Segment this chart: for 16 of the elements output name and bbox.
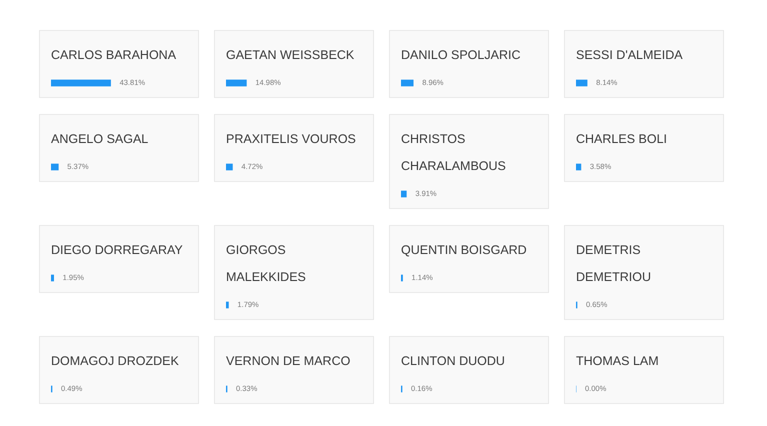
y-tick-label: CLINTON DUODU <box>401 353 506 370</box>
y-tick-label: GAETAN WEISSBECK <box>226 47 356 64</box>
y-tick-label: SESSI D'ALMEIDA <box>576 47 684 64</box>
y-tick-label: ANGELO SAGAL <box>51 131 150 148</box>
y-tick-label: VERNON DE MARCO <box>226 353 352 370</box>
y-tick-label: DOMAGOJ DROZDEK <box>51 353 180 370</box>
y-tick-label: PRAXITELIS VOUROS <box>226 131 357 148</box>
y-tick-label: CHARLES BOLI <box>576 131 668 148</box>
y-tick-label: QUENTIN BOISGARD <box>401 242 528 259</box>
y-tick-label: CHRISTOS CHARALAMBOUS <box>401 131 507 175</box>
y-tick-label: DEMETRIS DEMETRIOU <box>576 242 652 286</box>
y-tick-label: THOMAS LAM <box>576 353 660 370</box>
y-tick-label: GIORGOS MALEKKIDES <box>226 242 307 286</box>
y-tick-label: DANILO SPOLJARIC <box>401 47 522 64</box>
y-tick-label: DIEGO DORREGARAY <box>51 242 184 259</box>
y-tick-label: CARLOS BARAHONA <box>51 47 178 64</box>
